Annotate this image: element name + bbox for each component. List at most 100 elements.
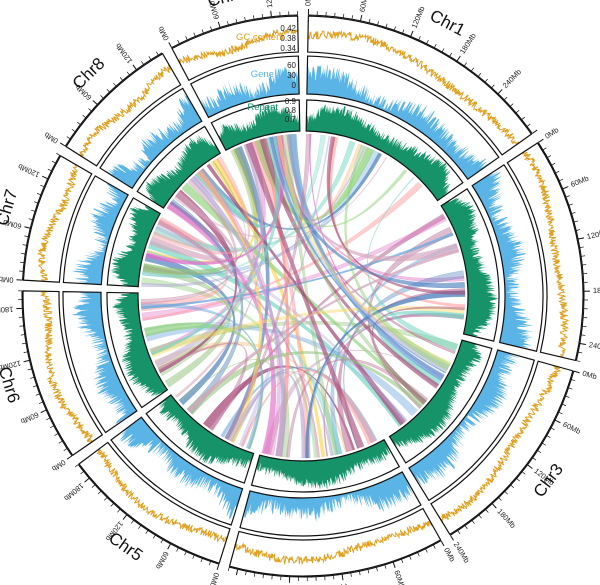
gc-scale-label: 0.38 (280, 34, 296, 43)
axis-tick (155, 51, 159, 56)
gene-track-frame (239, 471, 422, 537)
axis-tick (66, 136, 71, 140)
gc-content-track (79, 64, 172, 157)
tick-label: 120Mb (586, 228, 600, 241)
repeat-density-track (158, 395, 254, 469)
axis-tick (568, 387, 573, 390)
axis-tick (384, 564, 387, 569)
repeat-track-frame (106, 197, 161, 288)
synteny-ribbon (210, 158, 326, 458)
synteny-ribbon (190, 175, 286, 457)
repeat-track-frame (136, 125, 222, 209)
synteny-links (140, 133, 466, 459)
synteny-ribbon (153, 140, 356, 253)
tick-label: 0Mb (156, 25, 171, 42)
synteny-ribbon (238, 135, 331, 447)
gene-track-title: Gene (251, 69, 274, 80)
tick-label: 0Mb (0, 275, 14, 285)
synteny-ribbon (323, 313, 465, 457)
synteny-ribbon (149, 191, 235, 262)
axis-tick (478, 514, 482, 519)
repeat-scale-label: 0.9 (285, 97, 297, 106)
tick-label: 60Mb (154, 550, 171, 571)
axis-tick (478, 73, 482, 77)
chromosome-label: Chr8 (69, 54, 109, 93)
tick-label: 240Mb (588, 340, 600, 353)
gc-track-frame (22, 290, 104, 457)
axis-tick (253, 572, 256, 577)
axis-tick (526, 123, 531, 127)
axis-tick (262, 574, 264, 579)
synteny-ribbon (187, 248, 460, 414)
tick-label: 180Mb (593, 286, 600, 295)
chromosome-label: Chr1 (427, 6, 468, 40)
tick-label: 120Mb (114, 42, 135, 66)
tick-label: 0Mb (543, 125, 560, 141)
gene-density-track (118, 417, 243, 520)
gc-content-track (234, 520, 433, 566)
tick-label: 0Mb (581, 369, 597, 382)
axis-tick (100, 95, 104, 99)
synteny-ribbon (344, 144, 451, 371)
axis-tick (58, 440, 63, 444)
axis-tick (106, 88, 110, 93)
chromosome-axis (21, 155, 61, 281)
axis-tick (573, 370, 580, 374)
tick-label: 120Mb (409, 5, 426, 30)
tick-label: 180Mb (0, 305, 14, 315)
chromosome-axis (171, 14, 298, 49)
axis-tick (441, 48, 445, 53)
chromosome-axis (77, 464, 220, 565)
gc-track-frame (22, 155, 93, 283)
data-tracks (36, 28, 570, 566)
axis-tick (571, 379, 576, 382)
tick-label: 60Mb (2, 218, 22, 231)
tick-label: 180Mb (495, 507, 517, 530)
axis-tick (555, 170, 560, 174)
axis-tick (245, 571, 247, 576)
axis-tick (216, 563, 220, 570)
axis-tick (217, 21, 221, 28)
axis-tick (160, 539, 164, 544)
axis-tick (537, 450, 542, 454)
axis-tick (471, 520, 475, 524)
tick-label: 0Mb (304, 0, 313, 6)
tick-label: 60Mb (561, 420, 582, 436)
axis-tick (491, 84, 495, 88)
axis-tick (148, 56, 152, 60)
gene-density-track (72, 292, 137, 424)
axis-tick (84, 477, 90, 483)
gene-density-track (408, 350, 521, 487)
synteny-ribbon (196, 169, 263, 443)
gc-content-track (438, 365, 562, 523)
gc-track-frame (506, 142, 584, 362)
tick-label: 0Mb (50, 458, 67, 474)
gene-track-frame (408, 349, 536, 502)
axis-tick (410, 30, 414, 37)
synteny-ribbon (157, 342, 248, 431)
tick-label: 180Mb (62, 481, 85, 503)
axis-tick (104, 497, 108, 501)
gc-content-track (178, 28, 299, 66)
axis-tick (449, 52, 453, 57)
axis-tick (270, 10, 272, 17)
repeat-scale-label: 0.8 (285, 106, 297, 115)
repeat-density-track (110, 205, 161, 287)
axis-tick (558, 411, 563, 415)
tick-label: 60Mb (392, 569, 407, 585)
axis-tick (119, 77, 123, 81)
axis-tick (152, 534, 156, 539)
axis-tick (192, 554, 195, 559)
repeat-scale-label: 0.7 (285, 115, 297, 124)
synteny-ribbon (142, 134, 326, 278)
axis-tick (28, 218, 33, 221)
repeat-track-frame (440, 188, 500, 342)
chromosome-axis (537, 142, 585, 361)
axis-tick (122, 514, 128, 520)
axis-tick (24, 226, 31, 229)
axis-tick (46, 417, 51, 421)
axis-tick (554, 419, 561, 424)
axis-tick (425, 548, 428, 553)
axis-tick (581, 255, 586, 257)
repeat-density-track (306, 104, 451, 201)
